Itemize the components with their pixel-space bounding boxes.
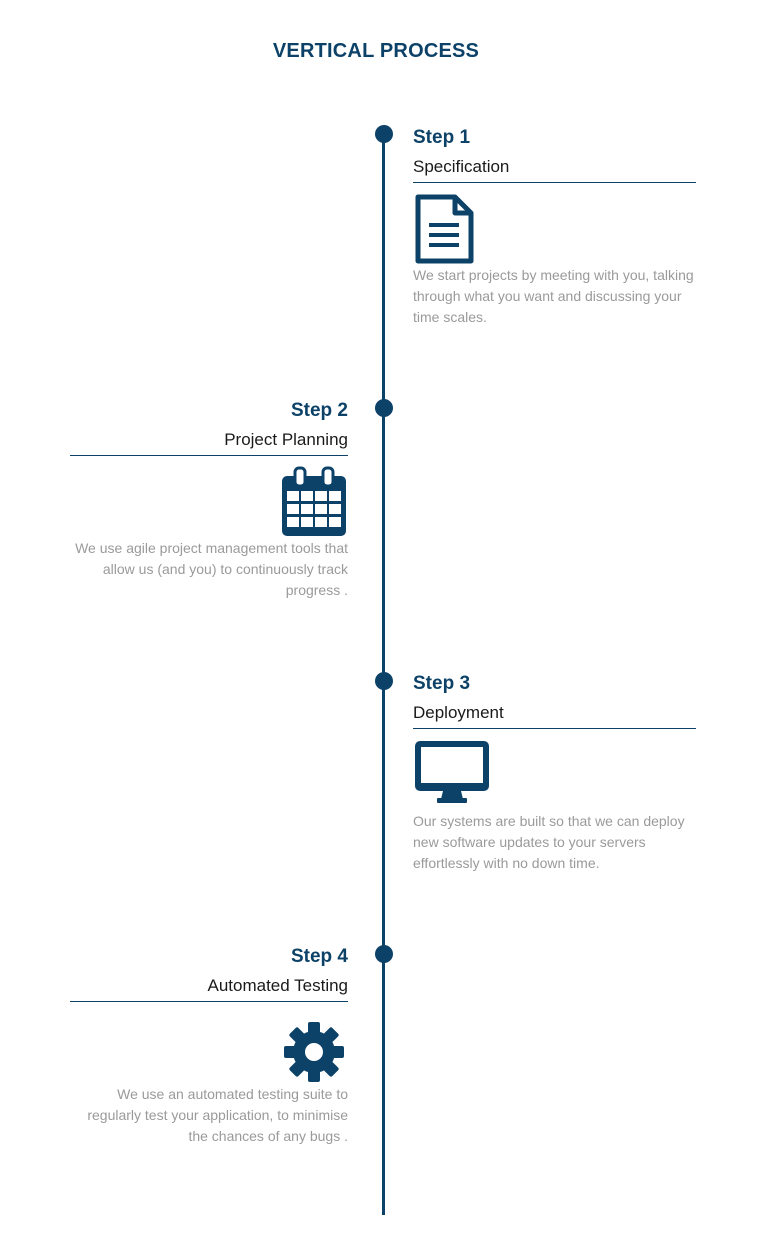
page-title: VERTICAL PROCESS <box>272 40 480 62</box>
step-description: Our systems are built so that we can dep… <box>413 813 685 871</box>
timeline-dot-step-1 <box>375 125 393 143</box>
step-3: Step 3 Deployment Our systems are built … <box>413 672 696 874</box>
monitor-icon <box>413 739 696 811</box>
timeline-dot-step-3 <box>375 672 393 690</box>
document-icon <box>413 193 696 265</box>
step-number: Step 4 <box>290 946 348 967</box>
step-description: We start projects by meeting with you, t… <box>413 267 694 325</box>
step-number: Step 3 <box>413 673 471 694</box>
step-number: Step 1 <box>413 127 471 148</box>
step-title: Specification <box>413 156 696 183</box>
step-title: Automated Testing <box>70 975 348 1002</box>
timeline-dot-step-2 <box>375 399 393 417</box>
step-title: Deployment <box>413 702 696 729</box>
step-title: Project Planning <box>70 429 348 456</box>
step-4: Step 4 Automated Testing We use an autom <box>70 945 348 1147</box>
step-1: Step 1 Specification We start projects b… <box>413 126 696 328</box>
timeline-dot-step-4 <box>375 945 393 963</box>
gear-icon <box>70 1012 348 1084</box>
step-description: We use an automated testing suite to reg… <box>87 1086 348 1144</box>
step-2: Step 2 Project Planning We use agile pro… <box>70 399 348 601</box>
step-number: Step 2 <box>290 400 348 421</box>
step-description: We use agile project management tools th… <box>75 540 348 598</box>
calendar-icon <box>70 466 348 538</box>
